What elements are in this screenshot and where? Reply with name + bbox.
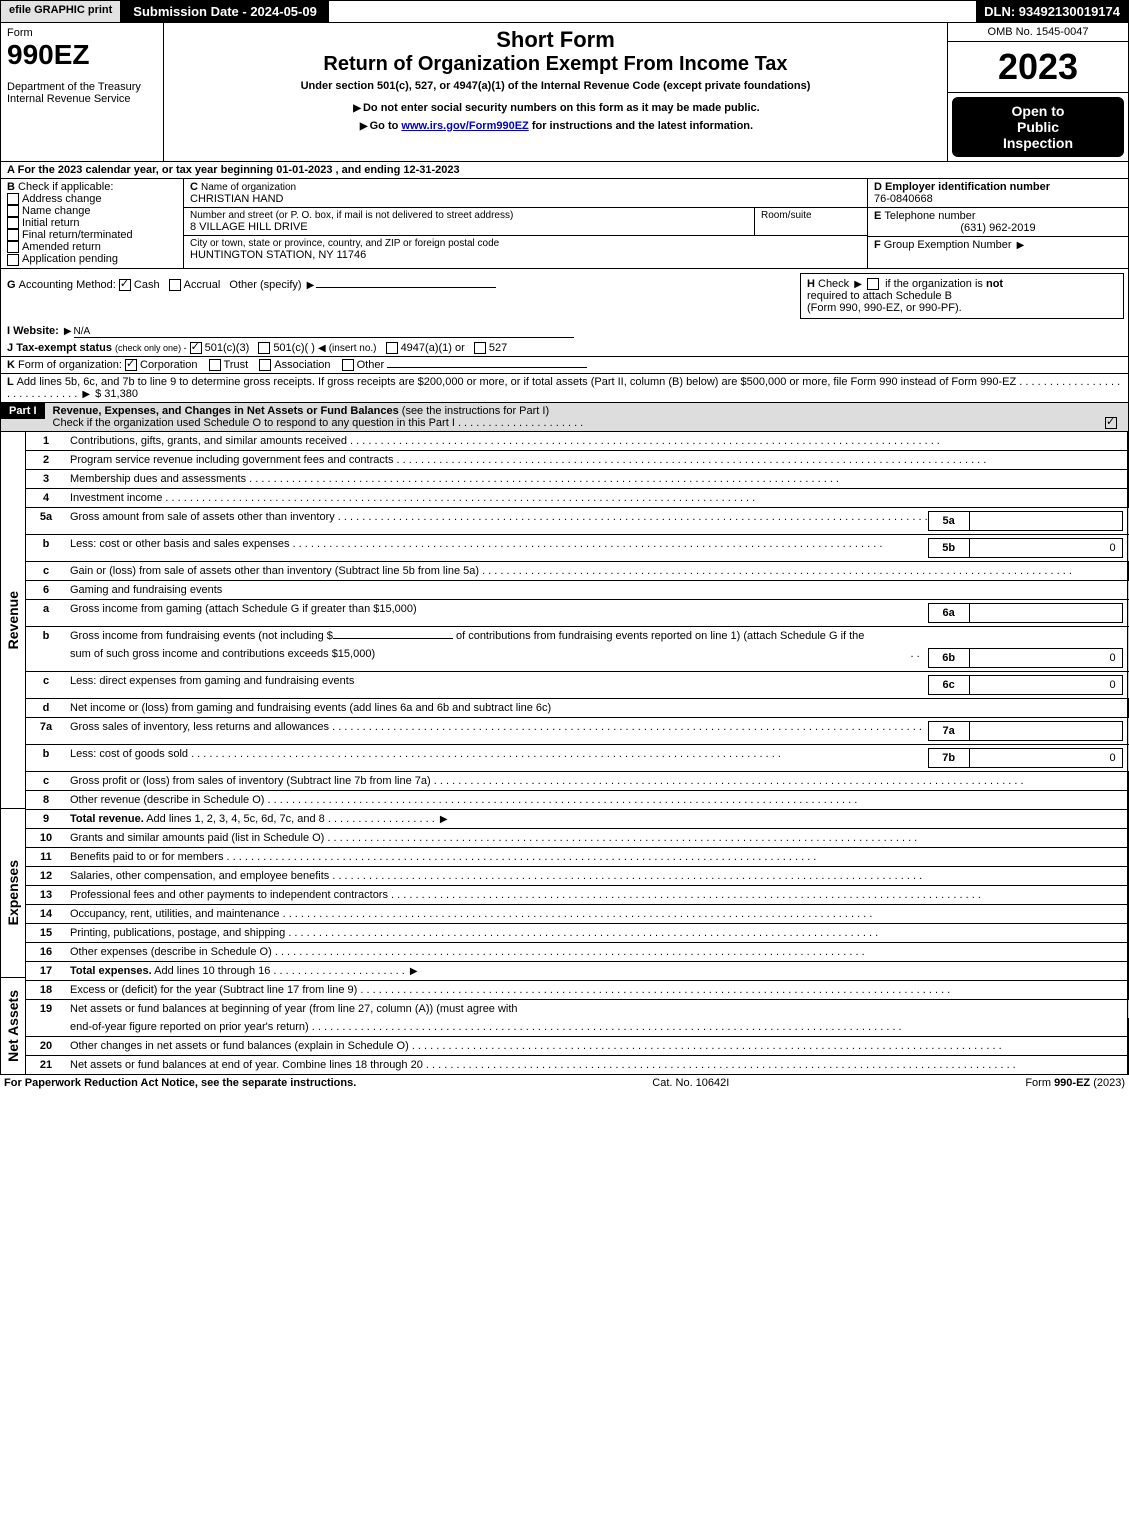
chk-schedule-b[interactable] [867,278,879,290]
chk-other[interactable] [342,359,354,371]
irs-link[interactable]: www.irs.gov/Form990EZ [401,120,528,132]
form-header: Form 990EZ Department of the Treasury In… [0,23,1129,162]
chk-accrual[interactable] [169,279,181,291]
chk-assoc[interactable] [259,359,271,371]
chk-527[interactable] [474,342,486,354]
chk-final-return[interactable] [7,229,19,241]
org-street: 8 VILLAGE HILL DRIVE [190,221,748,233]
tax-year: 2023 [948,42,1128,93]
c-name-label: Name of organization [201,182,296,193]
val-7b: 0 [970,748,1123,768]
chk-501c3[interactable] [190,342,202,354]
g-label: Accounting Method: [19,279,116,291]
title-main: Return of Organization Exempt From Incom… [172,53,939,76]
f-label: Group Exemption Number [884,239,1012,251]
chk-amended-return[interactable] [7,241,19,253]
val-6c: 0 [970,675,1123,695]
footer-right: Form 990-EZ (2023) [1025,1077,1125,1089]
line-k: K Form of organization: Corporation Trus… [0,357,1129,374]
identity-block: B Check if applicable: Address change Na… [0,179,1129,269]
val-5a [970,511,1123,531]
part1-title: Revenue, Expenses, and Changes in Net As… [53,405,399,417]
chk-address-change[interactable] [7,193,19,205]
phone-value: (631) 962-2019 [874,222,1122,234]
org-city: HUNTINGTON STATION, NY 11746 [190,249,861,261]
footer-left: For Paperwork Reduction Act Notice, see … [4,1077,356,1089]
dept-label: Department of the Treasury Internal Reve… [7,81,157,105]
org-name: CHRISTIAN HAND [190,193,861,205]
form-number: 990EZ [7,39,157,71]
dln-label: DLN: 93492130019174 [976,1,1128,22]
chk-cash[interactable] [119,279,131,291]
website-value: N/A [74,326,91,337]
chk-schedule-o[interactable] [1105,417,1117,429]
line-l: L Add lines 5b, 6c, and 7b to line 9 to … [0,374,1129,403]
chk-application-pending[interactable] [7,254,19,266]
c-city-label: City or town, state or province, country… [190,238,861,249]
expenses-vlabel: Expenses [3,852,23,933]
ein-value: 76-0840668 [874,193,1122,205]
line-g-h: G Accounting Method: Cash Accrual Other … [0,269,1129,323]
netassets-vlabel: Net Assets [3,982,23,1070]
c-street-label: Number and street (or P. O. box, if mail… [190,210,748,221]
line-a: A For the 2023 calendar year, or tax yea… [0,162,1129,179]
e-label: Telephone number [884,210,975,222]
line-i: I Website: N/A [0,323,1129,340]
b-label: Check if applicable: [18,181,113,193]
chk-trust[interactable] [209,359,221,371]
note-ssn: Do not enter social security numbers on … [172,102,939,114]
part1-label: Part I [1,403,45,419]
open-to-public-badge: Open to Public Inspection [952,97,1124,157]
title-short: Short Form [172,27,939,53]
chk-corp[interactable] [125,359,137,371]
h-text1: Check [818,278,849,290]
efile-print-label[interactable]: efile GRAPHIC print [1,1,120,22]
footer-mid: Cat. No. 10642I [652,1077,729,1089]
chk-4947[interactable] [386,342,398,354]
page-footer: For Paperwork Reduction Act Notice, see … [0,1075,1129,1091]
part1-header: Part I Revenue, Expenses, and Changes in… [0,403,1129,432]
c-room-label: Room/suite [755,208,867,235]
line-j: J Tax-exempt status (check only one) - 5… [0,340,1129,357]
title-sub: Under section 501(c), 527, or 4947(a)(1)… [172,80,939,92]
part1-table: Revenue Expenses Net Assets 1Contributio… [0,432,1129,1075]
revenue-vlabel: Revenue [3,583,23,657]
chk-initial-return[interactable] [7,217,19,229]
chk-name-change[interactable] [7,205,19,217]
val-6a [970,603,1123,623]
form-label: Form [7,27,157,39]
note-goto: Go to www.irs.gov/Form990EZ for instruct… [172,120,939,132]
val-7a [970,721,1123,741]
top-bar: efile GRAPHIC print Submission Date - 20… [0,0,1129,23]
omb-number: OMB No. 1545-0047 [948,23,1128,42]
l-value: $ 31,380 [95,388,138,400]
d-label: Employer identification number [885,181,1050,193]
val-5b: 0 [970,538,1123,558]
val-6b: 0 [970,648,1123,668]
chk-501c[interactable] [258,342,270,354]
submission-date: Submission Date - 2024-05-09 [120,1,329,22]
